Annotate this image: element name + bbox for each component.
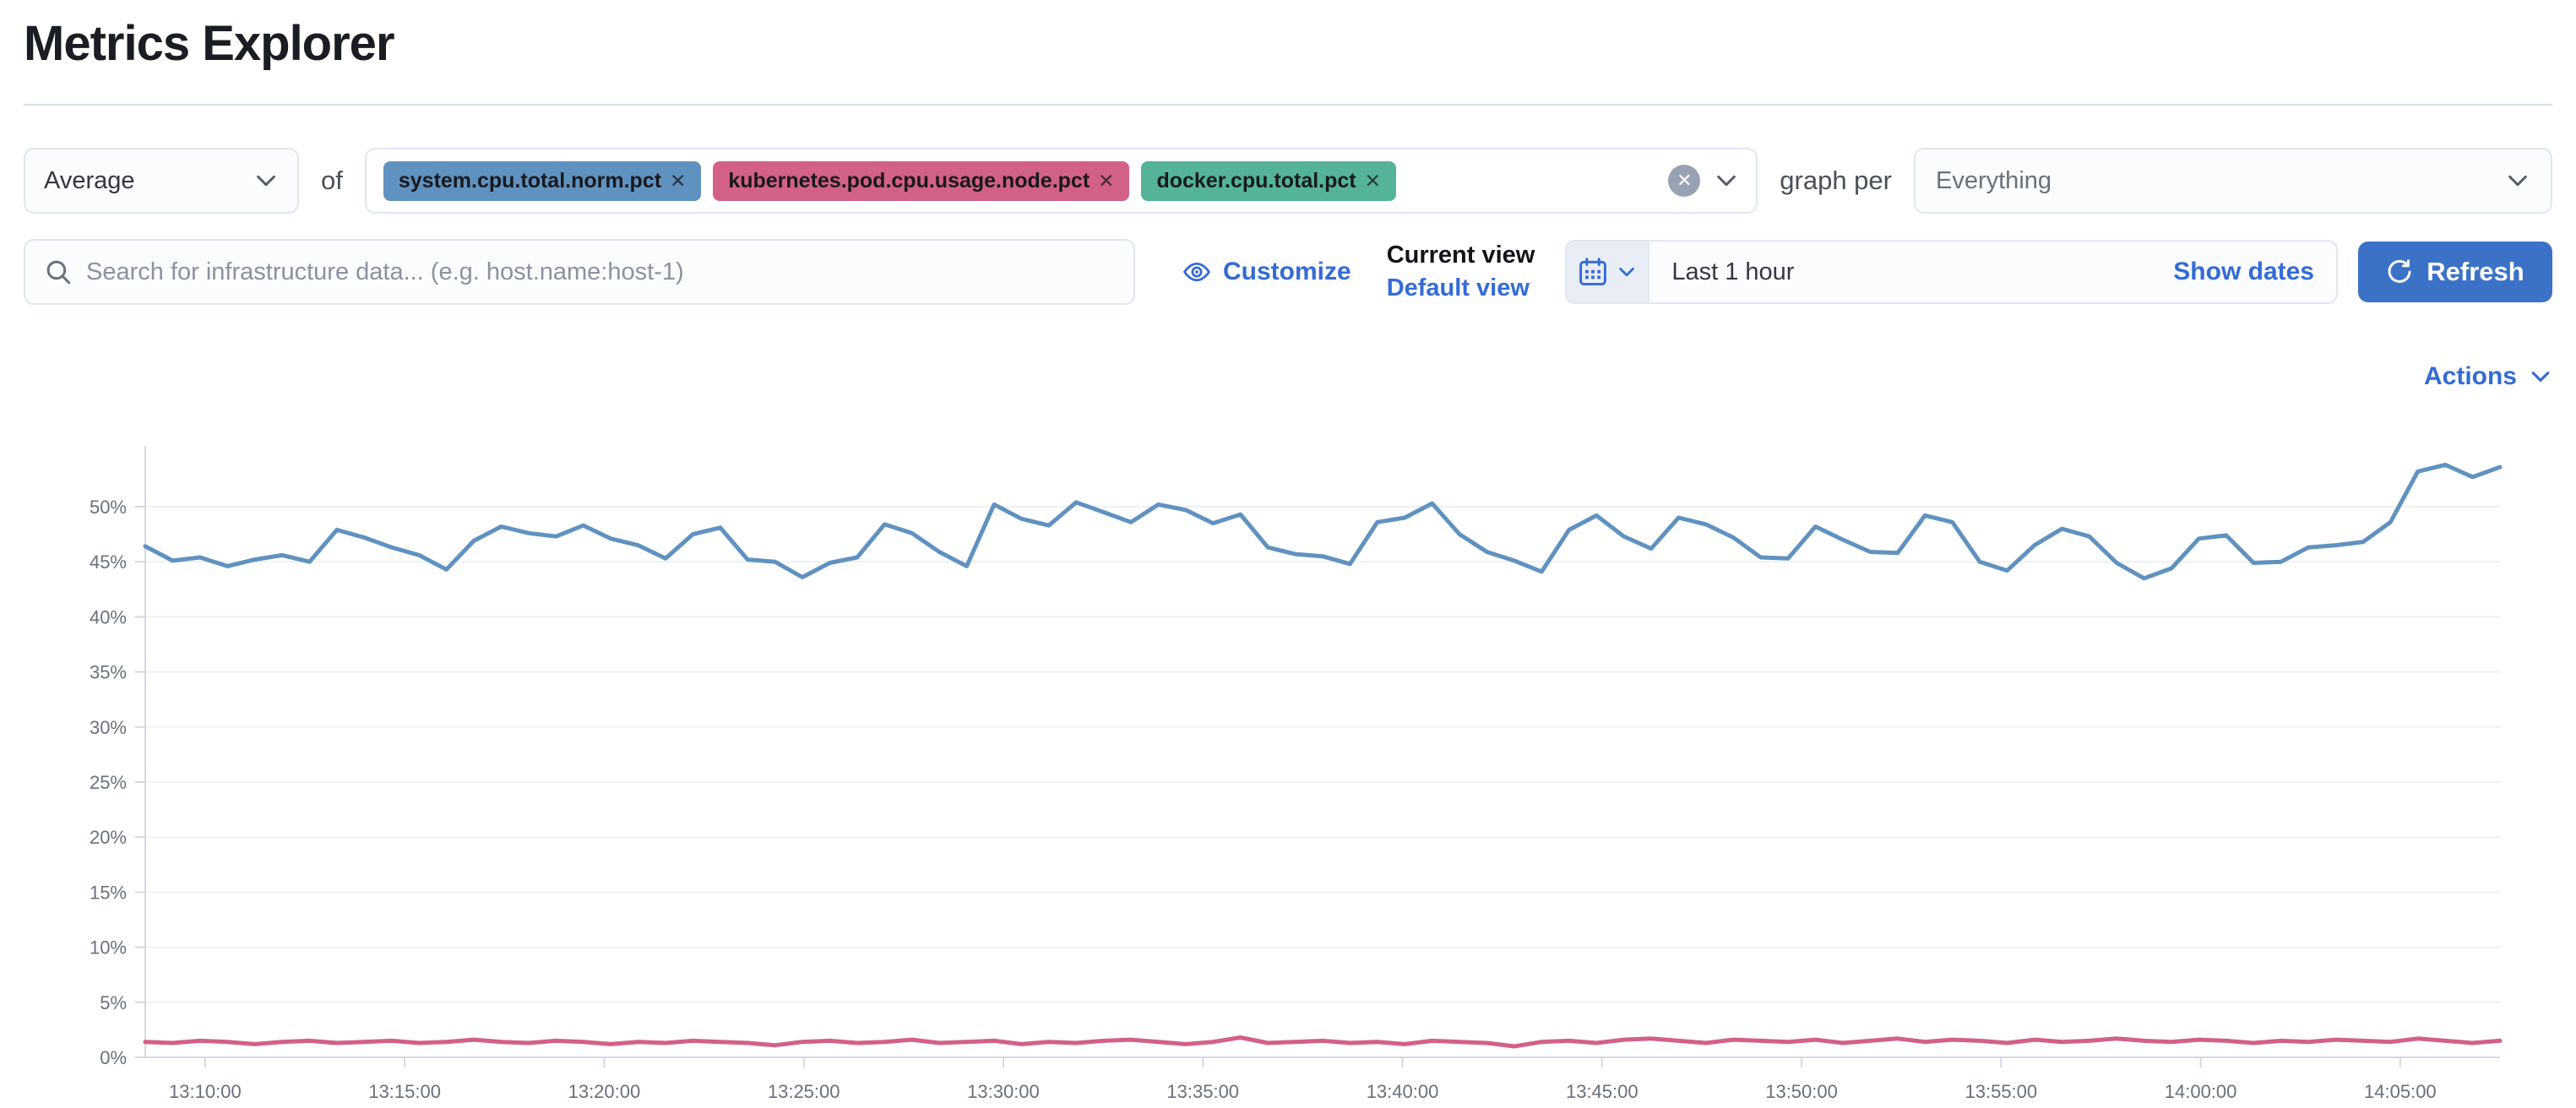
svg-text:30%: 30% [90, 717, 127, 738]
customize-button[interactable]: Customize [1182, 258, 1351, 286]
svg-text:50%: 50% [90, 497, 127, 518]
page-title: Metrics Explorer [24, 16, 395, 71]
metric-pill[interactable]: kubernetes.pod.cpu.usage.node.pct ✕ [713, 160, 1130, 201]
of-label: of [321, 166, 343, 195]
svg-text:10%: 10% [90, 937, 127, 959]
svg-text:25%: 25% [90, 772, 127, 793]
svg-text:45%: 45% [90, 551, 127, 573]
metric-pill-list: system.cpu.total.norm.pct ✕ kubernetes.pod… [383, 160, 1396, 201]
svg-text:13:25:00: 13:25:00 [768, 1081, 840, 1102]
chevron-down-icon [253, 168, 279, 193]
svg-text:13:55:00: 13:55:00 [1965, 1081, 2038, 1102]
chevron-down-icon[interactable] [1714, 168, 1739, 193]
actions-label: Actions [2423, 362, 2517, 390]
search-input[interactable] [86, 258, 1115, 286]
actions-row: Actions [24, 362, 2552, 391]
remove-metric-icon[interactable]: ✕ [670, 169, 687, 192]
search-box [24, 239, 1135, 305]
refresh-label: Refresh [2427, 257, 2524, 286]
graph-per-select[interactable]: Everything [1914, 148, 2552, 214]
aggregation-select[interactable]: Average [24, 148, 299, 214]
actions-menu-button[interactable]: Actions [2424, 362, 2552, 391]
svg-text:20%: 20% [90, 827, 127, 848]
svg-text:13:20:00: 13:20:00 [568, 1081, 641, 1102]
metric-pill-label: docker.cpu.total.pct [1156, 168, 1356, 193]
metrics-chart[interactable]: 0% 5% 10% 15% 20% 25% 30% 35% 40% 45% 50% 13:10:00 1… [24, 446, 2552, 1108]
chevron-down-icon [1617, 262, 1637, 282]
svg-text:35%: 35% [90, 662, 127, 683]
view-name-link[interactable]: Default view [1386, 274, 1530, 301]
show-dates-button[interactable]: Show dates [2173, 258, 2314, 285]
remove-metric-icon[interactable]: ✕ [1364, 169, 1381, 192]
svg-text:14:00:00: 14:00:00 [2165, 1081, 2237, 1102]
clear-all-icon[interactable]: ✕ [1668, 165, 1701, 197]
chevron-down-icon [2505, 168, 2530, 193]
svg-text:5%: 5% [100, 992, 127, 1013]
svg-text:13:10:00: 13:10:00 [169, 1081, 242, 1102]
current-view-label: Current view [1386, 242, 1535, 269]
refresh-icon [2386, 258, 2413, 285]
graph-per-label: graph per [1780, 166, 1892, 195]
calendar-icon [1578, 257, 1608, 287]
metrics-combobox[interactable]: system.cpu.total.norm.pct ✕ kubernetes.pod… [364, 148, 1758, 214]
search-and-time-row: Customize Current view Default view Last… [24, 239, 2552, 305]
svg-text:0%: 0% [100, 1047, 127, 1068]
svg-text:13:50:00: 13:50:00 [1765, 1081, 1838, 1102]
line-chart-canvas: 0% 5% 10% 15% 20% 25% 30% 35% 40% 45% 50% 13:10:00 1… [90, 446, 2503, 1102]
aggregation-value: Average [44, 166, 135, 194]
svg-text:14:05:00: 14:05:00 [2364, 1081, 2437, 1102]
remove-metric-icon[interactable]: ✕ [1098, 169, 1115, 192]
search-icon [44, 258, 73, 286]
customize-label: Customize [1223, 258, 1351, 285]
quick-select-button[interactable] [1567, 242, 1650, 302]
graph-per-value: Everything [1936, 166, 2052, 194]
svg-text:13:30:00: 13:30:00 [967, 1081, 1040, 1102]
svg-text:40%: 40% [90, 606, 127, 627]
refresh-button[interactable]: Refresh [2358, 242, 2552, 302]
combobox-controls: ✕ [1668, 165, 1739, 197]
svg-text:13:35:00: 13:35:00 [1166, 1081, 1239, 1102]
eye-icon [1182, 258, 1211, 286]
time-range-value[interactable]: Last 1 hour [1671, 258, 1795, 285]
metric-pill[interactable]: system.cpu.total.norm.pct ✕ [383, 160, 702, 201]
svg-text:13:45:00: 13:45:00 [1566, 1081, 1639, 1102]
header-divider [24, 104, 2552, 106]
metric-pill[interactable]: docker.cpu.total.pct ✕ [1141, 160, 1396, 201]
svg-text:15%: 15% [90, 882, 127, 903]
chevron-down-icon [2529, 365, 2552, 388]
metric-pill-label: kubernetes.pod.cpu.usage.node.pct [728, 168, 1090, 193]
time-range-picker: Last 1 hour Show dates [1565, 240, 2338, 304]
metric-controls-row: Average of system.cpu.total.norm.pct ✕ kub… [24, 148, 2552, 214]
metric-pill-label: system.cpu.total.norm.pct [398, 168, 662, 193]
svg-text:13:40:00: 13:40:00 [1367, 1081, 1439, 1102]
view-selector: Current view Default view [1387, 242, 1535, 302]
svg-text:13:15:00: 13:15:00 [368, 1081, 441, 1102]
